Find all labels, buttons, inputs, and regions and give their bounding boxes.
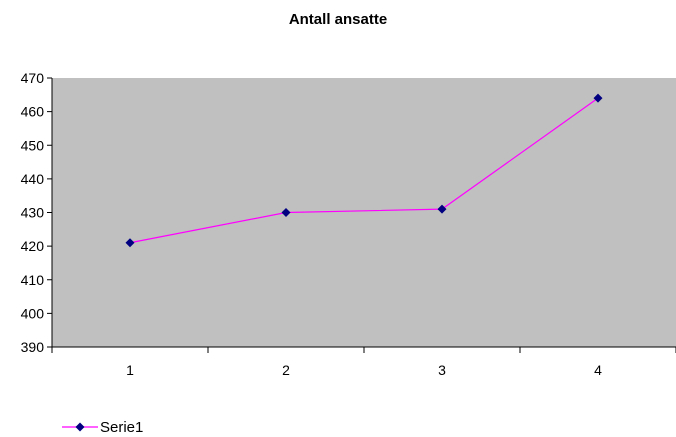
plot-area [52, 78, 676, 347]
legend-label: Serie1 [100, 418, 144, 436]
series-line [129, 97, 599, 244]
chart-title: Antall ansatte [288, 11, 388, 28]
data-point [437, 204, 447, 214]
data-point [593, 93, 603, 103]
x-tick-label: 1 [126, 362, 134, 378]
series-group [125, 93, 603, 248]
data-point [125, 238, 135, 248]
y-tick-label: 460 [21, 104, 45, 120]
x-tick-label: 4 [594, 362, 602, 378]
y-tick-label: 440 [21, 171, 45, 187]
y-tick-label: 410 [21, 272, 45, 288]
legend: Serie1 [62, 418, 144, 436]
y-axis: 390 400 410 420 430 440 450 460 470 [21, 70, 53, 355]
y-tick-label: 400 [21, 305, 45, 321]
y-tick-label: 420 [21, 238, 45, 254]
y-tick-label: 390 [21, 339, 45, 355]
legend-swatch [62, 422, 98, 432]
y-tick-label: 450 [21, 137, 45, 153]
x-tick-label: 2 [282, 362, 290, 378]
x-axis: 1 2 3 4 [51, 346, 676, 378]
data-point [281, 208, 291, 217]
y-tick-label: 430 [21, 205, 45, 221]
y-tick-label: 470 [21, 70, 45, 86]
x-tick-label: 3 [438, 362, 446, 378]
